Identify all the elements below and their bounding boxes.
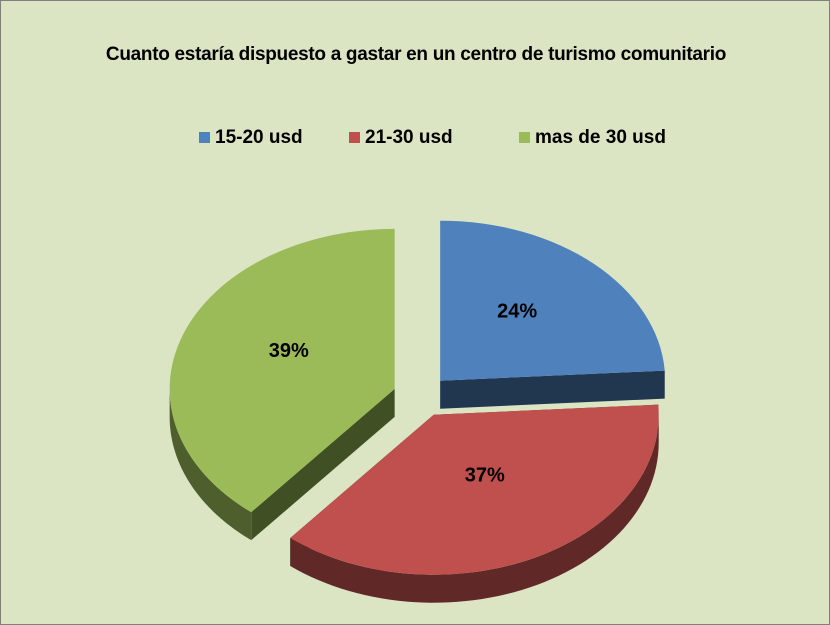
pie-slice bbox=[169, 228, 395, 513]
pie-tops: 24% 37% 39% bbox=[169, 220, 665, 575]
slice-wall bbox=[169, 388, 252, 541]
legend-label: 15-20 usd bbox=[215, 127, 303, 148]
chart-title: Cuanto estaría dispuesto a gastar en un … bbox=[105, 44, 727, 65]
legend-swatch bbox=[349, 132, 360, 143]
slice-side bbox=[440, 370, 665, 409]
slice-wall bbox=[290, 414, 659, 603]
data-label: 24% bbox=[497, 301, 537, 323]
legend-label: mas de 30 usd bbox=[535, 127, 666, 148]
legend-label: 21-30 usd bbox=[365, 127, 453, 148]
slice-side bbox=[251, 388, 395, 541]
data-label: 39% bbox=[269, 340, 309, 362]
legend-swatch bbox=[519, 132, 530, 143]
data-label: 37% bbox=[465, 464, 505, 486]
legend-swatch bbox=[199, 132, 210, 143]
pie-slice bbox=[440, 220, 665, 381]
pie-slice bbox=[290, 404, 659, 575]
